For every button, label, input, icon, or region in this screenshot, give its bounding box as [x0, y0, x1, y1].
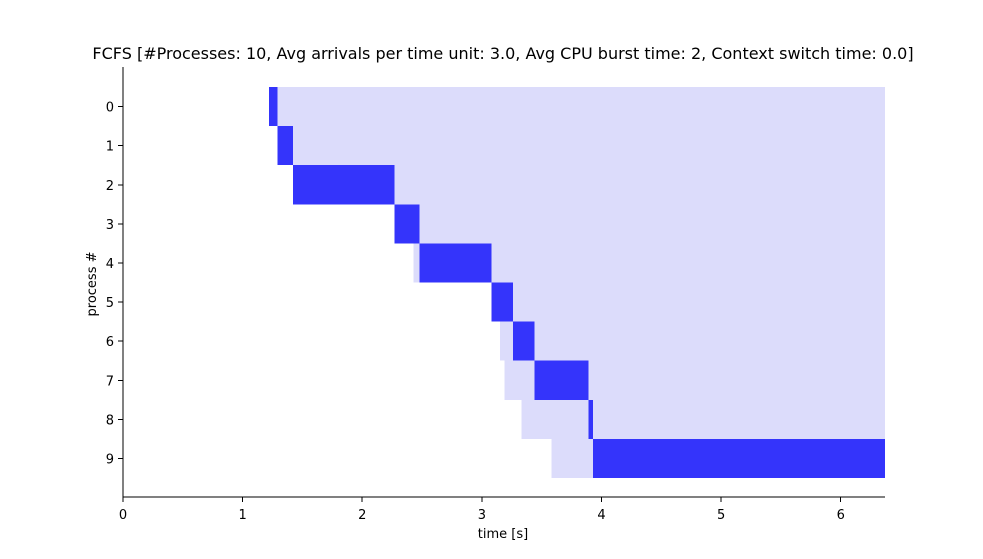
burst-bar-0 — [268, 87, 278, 127]
y-tick-label-8: 8 — [106, 413, 114, 428]
burst-bar-9 — [593, 438, 885, 478]
completed-bar-8 — [593, 399, 885, 439]
completed-bar-6 — [534, 321, 885, 361]
axes-layer: 0 1 2 3 4 5 6 0 1 2 3 4 5 6 7 8 9 — [106, 67, 885, 523]
completed-bar-3 — [419, 204, 885, 244]
completed-bar-0 — [277, 87, 885, 127]
completed-bar-7 — [588, 360, 885, 400]
y-tick-label-6: 6 — [106, 335, 114, 350]
x-tick-label-1: 1 — [238, 508, 246, 523]
burst-bar-4 — [419, 243, 492, 283]
chart-title: FCFS [#Processes: 10, Avg arrivals per t… — [92, 44, 913, 63]
y-tick-label-1: 1 — [106, 140, 114, 155]
x-tick-label-2: 2 — [358, 508, 366, 523]
bars-layer — [268, 87, 885, 478]
x-tick-label-0: 0 — [119, 508, 127, 523]
x-tick-label-4: 4 — [597, 508, 605, 523]
completed-bar-5 — [512, 282, 885, 322]
y-tick-label-4: 4 — [106, 257, 114, 272]
x-tick-label-6: 6 — [837, 508, 845, 523]
y-axis-title: process # — [85, 252, 100, 317]
waiting-bar-7 — [504, 360, 535, 400]
burst-bar-1 — [277, 126, 293, 166]
y-tick-label-5: 5 — [106, 296, 114, 311]
y-tick-label-9: 9 — [106, 452, 114, 467]
burst-bar-7 — [534, 360, 589, 400]
y-tick-label-7: 7 — [106, 374, 114, 389]
waiting-bar-6 — [499, 321, 513, 361]
y-tick-label-2: 2 — [106, 179, 114, 194]
completed-bar-1 — [292, 126, 885, 166]
waiting-bar-4 — [413, 243, 420, 283]
waiting-bar-8 — [521, 399, 589, 439]
x-tick-label-3: 3 — [478, 508, 486, 523]
burst-bar-8 — [588, 399, 594, 439]
completed-bar-2 — [394, 165, 885, 205]
x-tick-label-5: 5 — [717, 508, 725, 523]
completed-bar-4 — [491, 243, 885, 283]
burst-bar-6 — [512, 321, 535, 361]
burst-bar-5 — [491, 282, 513, 322]
y-tick-label-3: 3 — [106, 218, 114, 233]
waiting-bar-9 — [551, 438, 594, 478]
burst-bar-3 — [394, 204, 420, 244]
y-tick-label-0: 0 — [106, 101, 114, 116]
burst-bar-2 — [292, 165, 395, 205]
x-axis-title: time [s] — [478, 527, 528, 542]
